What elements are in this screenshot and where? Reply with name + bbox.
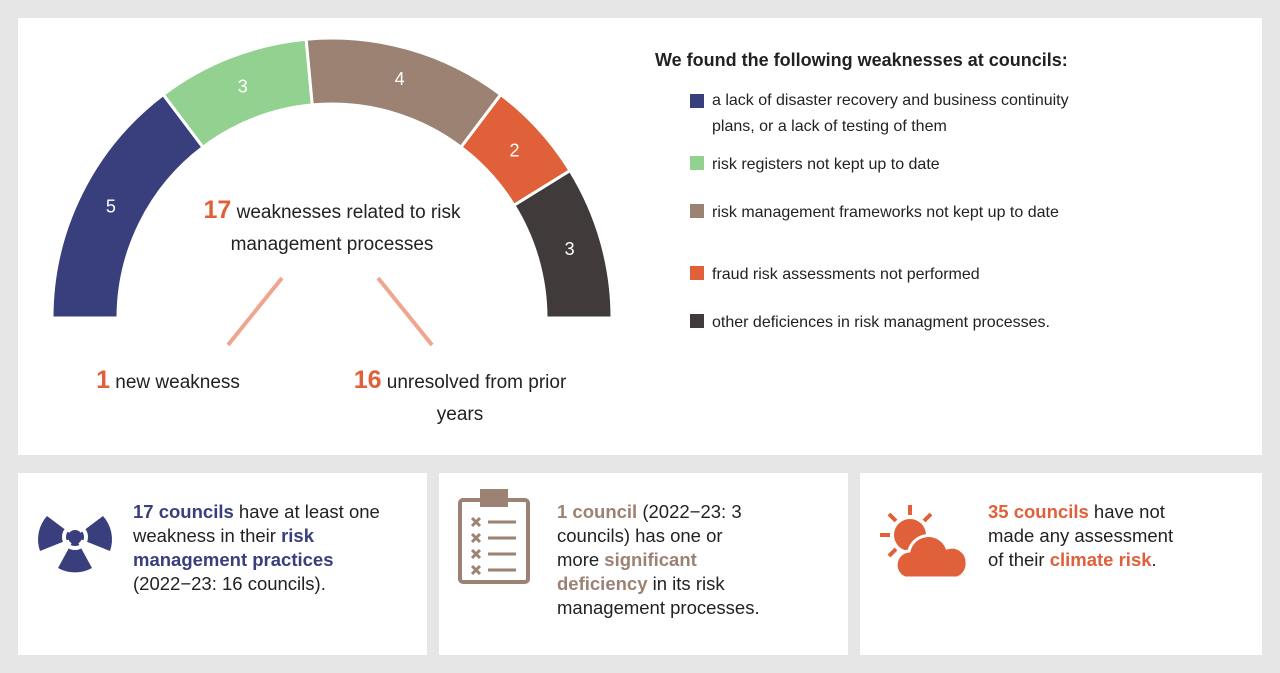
split-label: 16 unresolved from prior years	[345, 364, 575, 431]
split-text: new weakness	[115, 372, 240, 393]
emphasis: climate risk	[1049, 549, 1152, 570]
radiation-icon	[38, 516, 112, 573]
legend-item: a lack of disaster recovery and business…	[683, 88, 1112, 140]
legend-text: fraud risk assessments not performed	[712, 266, 980, 283]
split-value: 1	[96, 366, 110, 394]
emphasis: 35 councils	[988, 501, 1089, 522]
center-value: 17	[203, 196, 232, 224]
emphasis: 1 council	[557, 501, 638, 522]
clipboard-icon	[458, 489, 530, 584]
segment-label: 4	[395, 69, 405, 89]
pointer	[376, 276, 434, 347]
split-text: unresolved from prior years	[386, 372, 567, 425]
pointer	[226, 276, 284, 347]
legend-text: a lack of disaster recovery and business…	[712, 92, 1069, 135]
emphasis: 17 councils	[133, 501, 234, 522]
card-text: 35 councils have not made any assessment…	[988, 500, 1178, 572]
legend-title: We found the following weaknesses at cou…	[655, 50, 1068, 70]
segment-label: 3	[238, 76, 248, 96]
legend-swatch	[690, 156, 704, 170]
text: (2022−23: 3 councils) has one or more	[557, 501, 742, 570]
legend-item: risk management frameworks not kept up t…	[683, 200, 1143, 226]
legend-item: other deficiences in risk managment proc…	[683, 310, 1143, 336]
legend-text: risk management frameworks not kept up t…	[712, 204, 1059, 221]
legend-item: fraud risk assessments not performed	[683, 262, 1143, 288]
text: have at least one weakness in their	[133, 501, 380, 546]
segment	[511, 168, 614, 320]
segment-label: 2	[510, 140, 520, 160]
center-text: weaknesses related to risk management pr…	[230, 202, 461, 255]
emphasis: risk management practices	[133, 525, 334, 570]
legend-swatch	[690, 204, 704, 218]
legend-swatch	[690, 266, 704, 280]
text: (2022−23: 16 councils).	[133, 573, 326, 594]
segment-label: 5	[106, 197, 116, 217]
text: in its risk management processes.	[557, 573, 760, 618]
climate-icon	[880, 505, 969, 580]
card-text: 17 councils have at least one weakness i…	[133, 500, 408, 596]
emphasis: significant deficiency	[557, 549, 697, 594]
center-label: 17 weaknesses related to risk management…	[182, 194, 482, 261]
text: .	[1151, 549, 1157, 570]
card-text: 1 council (2022−23: 3 councils) has one …	[557, 500, 762, 620]
legend-swatch	[690, 94, 704, 108]
legend-text: risk registers not kept up to date	[712, 156, 940, 173]
segment-label: 3	[565, 239, 575, 259]
legend-item: risk registers not kept up to date	[683, 152, 1143, 178]
split-label: 1 new weakness	[58, 364, 278, 399]
legend-swatch	[690, 314, 704, 328]
legend-text: other deficiences in risk managment proc…	[712, 314, 1050, 331]
split-value: 16	[353, 366, 382, 394]
text: have not made any assessment of their	[988, 501, 1174, 570]
segment	[50, 92, 206, 320]
